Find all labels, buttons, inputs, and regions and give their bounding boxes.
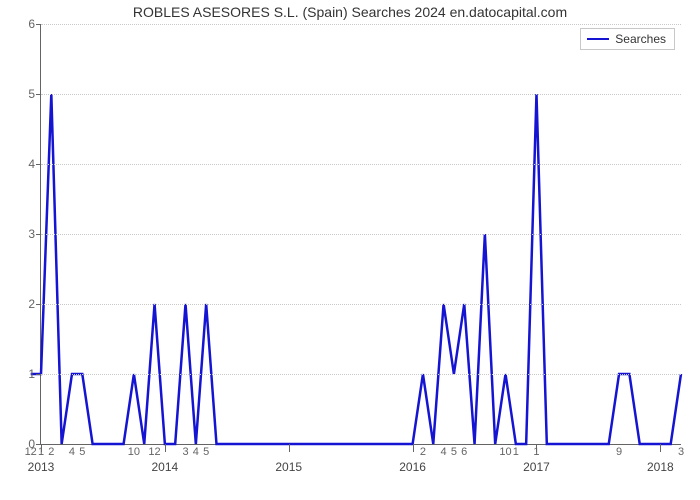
x-month-label: 1 [533, 444, 539, 458]
chart-title: ROBLES ASESORES S.L. (Spain) Searches 20… [0, 4, 700, 20]
x-month-label: 3 [182, 444, 188, 458]
line-chart: ROBLES ASESORES S.L. (Spain) Searches 20… [0, 0, 700, 500]
x-month-label: 4 [441, 444, 447, 458]
x-month-label: 3 [678, 444, 684, 458]
x-month-label: 4 [193, 444, 199, 458]
x-month-label: 6 [461, 444, 467, 458]
x-month-label: 5 [79, 444, 85, 458]
gridline [41, 164, 681, 165]
gridline [41, 234, 681, 235]
y-tick-label: 4 [28, 157, 41, 171]
x-year-label: 2018 [647, 444, 674, 474]
plot-area: Searches 0123456201320142015201620172018… [40, 24, 681, 445]
x-month-label: 10 [499, 444, 511, 458]
x-month-label: 2 [48, 444, 54, 458]
x-month-label: 5 [203, 444, 209, 458]
x-month-label: 12 [148, 444, 160, 458]
y-tick-label: 1 [28, 367, 41, 381]
y-tick-label: 5 [28, 87, 41, 101]
x-month-label: 1 [38, 444, 44, 458]
y-tick-label: 3 [28, 227, 41, 241]
y-tick-label: 2 [28, 297, 41, 311]
gridline [41, 24, 681, 25]
x-month-label: 4 [69, 444, 75, 458]
series-line [31, 94, 681, 444]
gridline [41, 304, 681, 305]
x-month-label: 9 [616, 444, 622, 458]
x-month-label: 10 [128, 444, 140, 458]
gridline [41, 374, 681, 375]
gridline [41, 94, 681, 95]
x-month-label: 2 [420, 444, 426, 458]
y-tick-label: 6 [28, 17, 41, 31]
x-month-label: 1 [513, 444, 519, 458]
x-month-label: 5 [451, 444, 457, 458]
x-month-label: 12 [25, 444, 37, 458]
x-year-label: 2015 [275, 444, 302, 474]
